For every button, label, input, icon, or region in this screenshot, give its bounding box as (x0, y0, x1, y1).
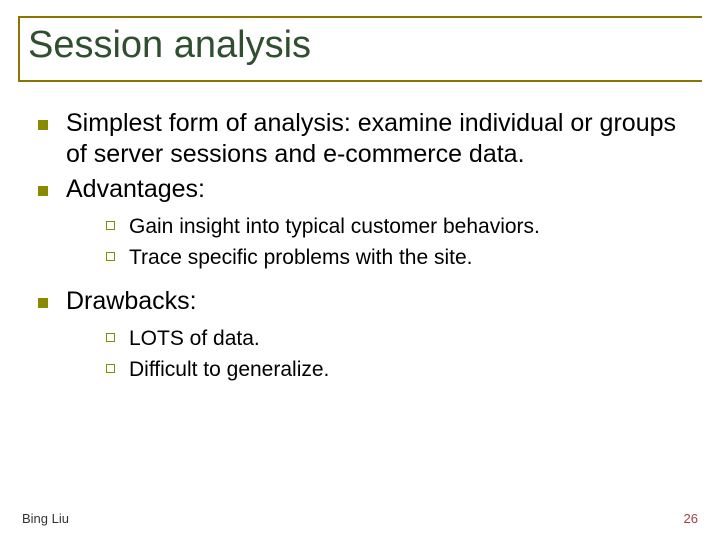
bullet-lvl2: Difficult to generalize. (106, 356, 690, 383)
content-area: Simplest form of analysis: examine indiv… (38, 108, 690, 397)
bullet-lvl1: Drawbacks: (38, 286, 690, 317)
sub-bullets: Gain insight into typical customer behav… (106, 213, 690, 272)
footer-page-number: 26 (684, 511, 698, 526)
slide: Session analysis Simplest form of analys… (0, 0, 720, 540)
bullet-lvl1: Advantages: (38, 174, 690, 205)
sub-bullets: LOTS of data. Difficult to generalize. (106, 325, 690, 384)
bullet-text: Advantages: (66, 174, 205, 205)
bullet-text: Simplest form of analysis: examine indiv… (66, 108, 690, 170)
side-rule (18, 16, 20, 82)
square-outline-icon (106, 333, 115, 342)
bullet-lvl2: Trace specific problems with the site. (106, 244, 690, 271)
bullet-lvl2: LOTS of data. (106, 325, 690, 352)
slide-title: Session analysis (28, 24, 311, 67)
square-filled-icon (38, 298, 48, 308)
bullet-lvl1: Simplest form of analysis: examine indiv… (38, 108, 690, 170)
bullet-text: Difficult to generalize. (129, 356, 329, 383)
footer-author: Bing Liu (22, 511, 69, 526)
square-outline-icon (106, 221, 115, 230)
bullet-text: Drawbacks: (66, 286, 197, 317)
square-outline-icon (106, 364, 115, 373)
bullet-lvl2: Gain insight into typical customer behav… (106, 213, 690, 240)
bullet-text: Trace specific problems with the site. (129, 244, 473, 271)
top-rule (18, 16, 702, 18)
bullet-text: Gain insight into typical customer behav… (129, 213, 540, 240)
square-filled-icon (38, 186, 48, 196)
square-outline-icon (106, 252, 115, 261)
square-filled-icon (38, 120, 48, 130)
under-rule (18, 80, 702, 82)
bullet-text: LOTS of data. (129, 325, 260, 352)
